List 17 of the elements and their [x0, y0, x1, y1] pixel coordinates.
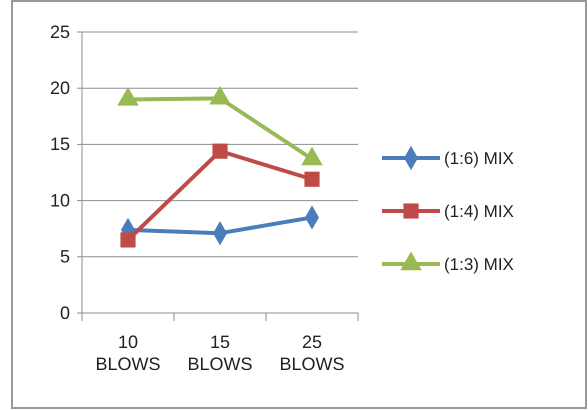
- point: [304, 172, 320, 187]
- point: [120, 232, 136, 248]
- x-tick-label: 15 BLOWS: [187, 332, 253, 374]
- y-tick-label: 20: [50, 78, 70, 98]
- point: [117, 87, 139, 106]
- point: [301, 146, 323, 166]
- x-tick-label: 10 BLOWS: [95, 332, 161, 374]
- y-tick-label: 5: [60, 246, 70, 267]
- legend-label: (1:4) MIX: [444, 202, 514, 221]
- point: [209, 86, 231, 105]
- x-tick-label: 25 BLOWS: [279, 332, 345, 374]
- y-tick-label: 25: [50, 22, 70, 42]
- legend-label: (1:6) MIX: [444, 149, 514, 168]
- y-tick-label: 15: [50, 134, 70, 154]
- y-tick-label: 0: [60, 302, 70, 323]
- y-tick-label: 10: [50, 190, 70, 210]
- legend-label: (1:3) MIX: [444, 255, 514, 274]
